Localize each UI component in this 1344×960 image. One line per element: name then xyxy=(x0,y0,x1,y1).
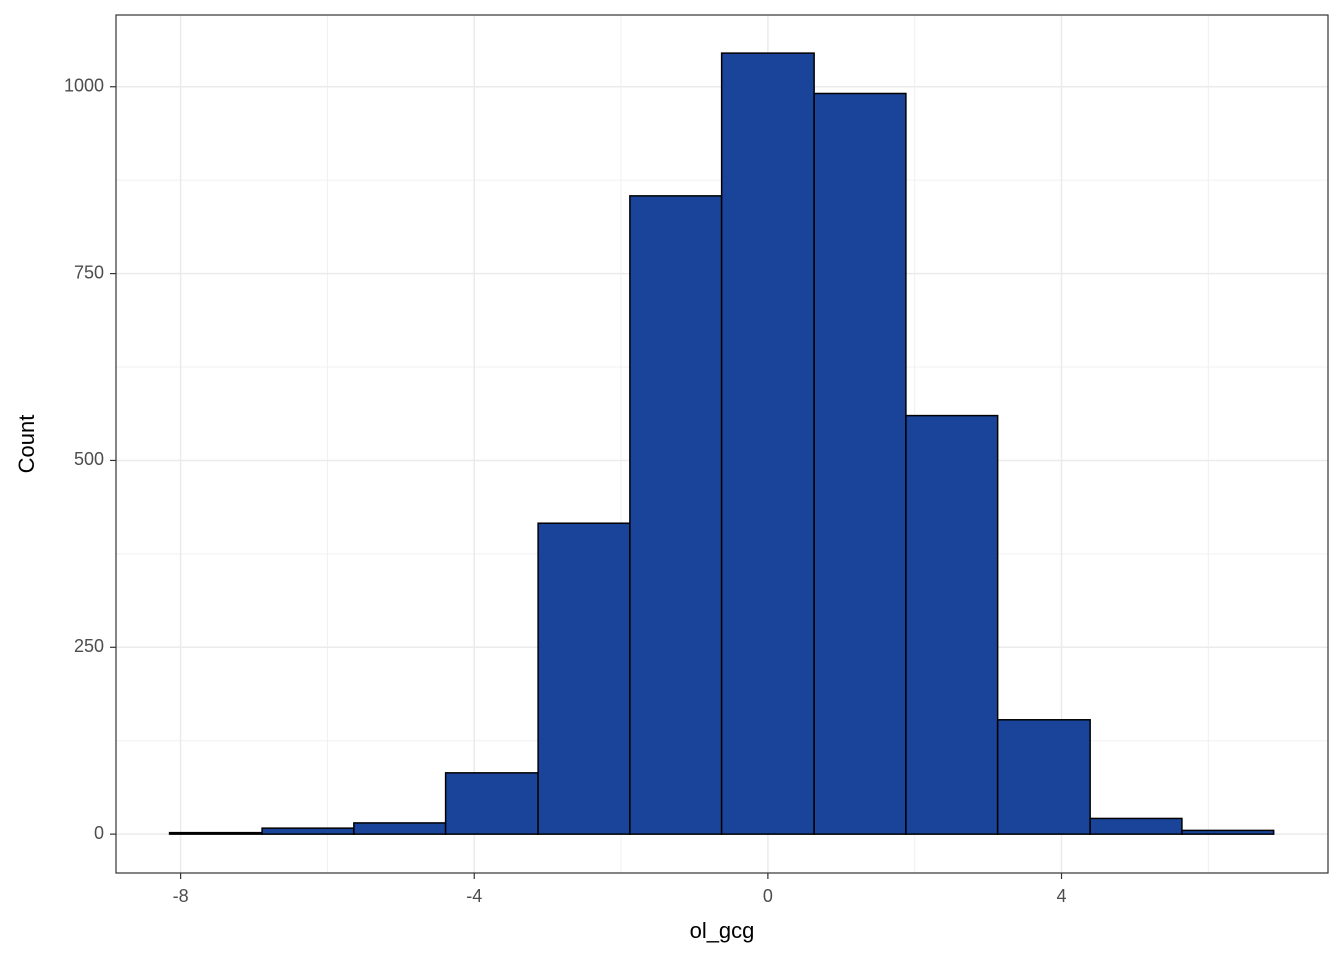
x-tick-label: -4 xyxy=(466,886,482,906)
y-tick-label: 1000 xyxy=(64,75,104,95)
bar xyxy=(813,92,907,835)
x-tick-label: 0 xyxy=(763,886,773,906)
y-axis-title: Count xyxy=(14,415,39,474)
x-axis-title: ol_gcg xyxy=(690,918,755,943)
y-tick-label: 250 xyxy=(74,636,104,656)
bar xyxy=(996,719,1091,835)
x-tick-label: 4 xyxy=(1057,886,1067,906)
bars xyxy=(168,52,1275,835)
y-tick-label: 0 xyxy=(94,823,104,843)
x-tick-label: -8 xyxy=(173,886,189,906)
y-tick-label: 750 xyxy=(74,262,104,282)
panel-border xyxy=(115,14,1329,874)
bar xyxy=(353,822,447,835)
bar xyxy=(537,522,631,835)
bar xyxy=(629,195,723,835)
bar xyxy=(168,831,263,835)
bar xyxy=(444,772,539,835)
bar xyxy=(905,414,999,835)
axes: -8 -4 0 4 0 250 500 750 1000 xyxy=(64,75,1067,905)
bar xyxy=(261,827,355,835)
bar xyxy=(720,52,815,835)
y-tick-label: 500 xyxy=(74,449,104,469)
bar xyxy=(1181,829,1275,835)
bar xyxy=(1089,817,1183,835)
